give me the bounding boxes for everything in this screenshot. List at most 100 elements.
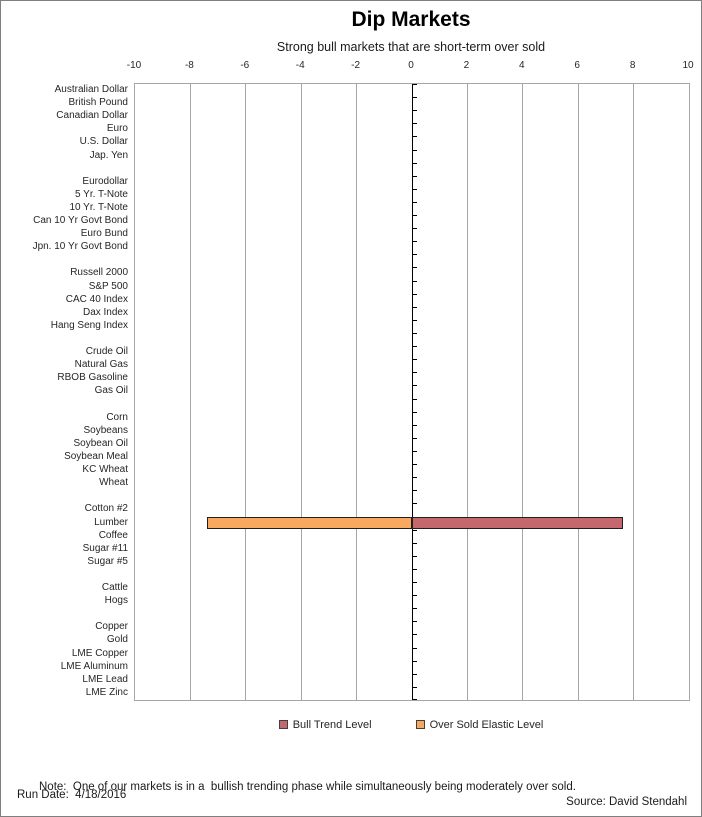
x-tick-label: 10 (682, 60, 694, 71)
zero-axis-tick (412, 175, 417, 177)
category-label: Lumber (94, 516, 128, 528)
category-label: KC Wheat (82, 464, 128, 476)
run-date: Run Date: 4/18/2016 (17, 789, 127, 801)
category-label: LME Zinc (85, 686, 128, 698)
gridline (522, 84, 524, 700)
zero-axis-tick (412, 293, 417, 295)
zero-axis-tick (412, 477, 417, 479)
zero-axis-tick (412, 398, 417, 400)
zero-axis-tick (412, 149, 417, 151)
legend-label: Bull Trend Level (292, 718, 372, 731)
category-label: Sugar #5 (87, 555, 128, 567)
category-label: Canadian Dollar (56, 110, 128, 122)
zero-axis-tick (412, 608, 417, 610)
zero-axis-tick (412, 162, 417, 164)
category-label: Hang Seng Index (50, 319, 128, 331)
category-label: Jap. Yen (89, 149, 128, 161)
zero-axis-tick (412, 215, 417, 217)
zero-axis-tick (412, 516, 417, 518)
zero-axis-tick (412, 280, 417, 282)
category-label: 10 Yr. T-Note (69, 201, 128, 213)
category-label: Euro (106, 123, 128, 135)
category-label: Euro Bund (80, 228, 128, 240)
zero-axis-tick (412, 385, 417, 387)
zero-axis-tick (412, 136, 417, 138)
zero-axis-tick (412, 529, 417, 531)
zero-axis-tick (412, 228, 417, 230)
x-tick-label: -2 (351, 60, 361, 71)
plot-area (134, 83, 690, 701)
zero-axis-tick (412, 84, 417, 85)
zero-axis-tick (412, 188, 417, 190)
legend-swatch (415, 720, 425, 729)
category-label: Sugar #11 (82, 542, 128, 554)
legend-item: Over Sold Elastic Level (415, 719, 543, 731)
zero-axis-tick (412, 673, 417, 675)
zero-axis-tick (412, 542, 417, 544)
x-tick-label: -8 (184, 60, 194, 71)
category-label: Natural Gas (74, 359, 128, 371)
category-label: S&P 500 (88, 280, 128, 292)
chart-subtitle: Strong bull markets that are short-term … (276, 40, 546, 54)
legend-item: Bull Trend Level (278, 718, 372, 731)
zero-axis-tick (412, 333, 417, 335)
zero-axis-tick (412, 660, 417, 662)
category-label: 5 Yr. T-Note (75, 188, 128, 200)
zero-axis-tick (412, 595, 417, 597)
category-label: LME Copper (71, 647, 128, 659)
zero-axis-tick (412, 267, 417, 269)
zero-axis-tick (412, 346, 417, 348)
category-label: Soybean Oil (73, 437, 128, 449)
chart-title: Dip Markets (351, 8, 471, 31)
gridline (356, 84, 358, 700)
category-label: Can 10 Yr Govt Bond (33, 215, 128, 227)
zero-axis-line (411, 84, 413, 700)
category-label: Soybeans (83, 424, 128, 436)
bar-bull-trend-level (412, 517, 623, 530)
zero-axis-tick (412, 568, 417, 570)
x-tick-label: -6 (240, 60, 250, 71)
zero-axis-tick (412, 411, 417, 413)
note-line-1: Note: One of our markets is in a bullish… (39, 781, 576, 793)
category-label: Corn (106, 411, 128, 423)
category-label: Copper (95, 621, 128, 633)
zero-axis-tick (412, 372, 417, 374)
source-credit: Source: David Stendahl (566, 796, 687, 808)
zero-axis-tick (412, 424, 417, 426)
gridline (466, 84, 468, 700)
category-label: CAC 40 Index (65, 293, 128, 305)
x-tick-label: -4 (295, 60, 305, 71)
category-label: Russell 2000 (70, 267, 128, 279)
category-label: RBOB Gasoline (57, 372, 128, 384)
zero-axis-tick (412, 582, 417, 584)
x-tick-label: 2 (463, 60, 470, 71)
zero-axis-tick (412, 123, 417, 125)
zero-axis-tick (412, 110, 417, 112)
category-label: Australian Dollar (54, 84, 128, 95)
x-tick-label: -10 (126, 60, 142, 71)
zero-axis-tick (412, 503, 417, 505)
x-tick-label: 6 (574, 60, 580, 71)
note-text: Note: One of our markets is in a bullish… (39, 742, 679, 816)
zero-axis-tick (412, 359, 417, 361)
x-axis: -10 -8 -6 -4 -2 0 2 4 6 8 10 (1, 60, 701, 74)
category-label: LME Aluminum (60, 660, 128, 672)
zero-axis-tick (412, 686, 417, 688)
category-label: Coffee (98, 529, 128, 541)
category-label: Dax Index (82, 306, 128, 318)
category-label: Wheat (99, 477, 128, 489)
zero-axis-tick (412, 464, 417, 466)
gridline (300, 84, 302, 700)
category-label: Gas Oil (94, 385, 128, 397)
category-label: Eurodollar (82, 175, 128, 187)
zero-axis-tick (412, 254, 417, 256)
zero-axis-tick (412, 319, 417, 321)
zero-axis-tick (412, 97, 417, 99)
category-label: Crude Oil (85, 346, 128, 358)
gridline (633, 84, 635, 700)
category-label: U.S. Dollar (79, 136, 128, 148)
category-label: British Pound (68, 97, 128, 109)
bar-over-sold-elastic-level (207, 517, 412, 530)
zero-axis-tick (412, 647, 417, 649)
